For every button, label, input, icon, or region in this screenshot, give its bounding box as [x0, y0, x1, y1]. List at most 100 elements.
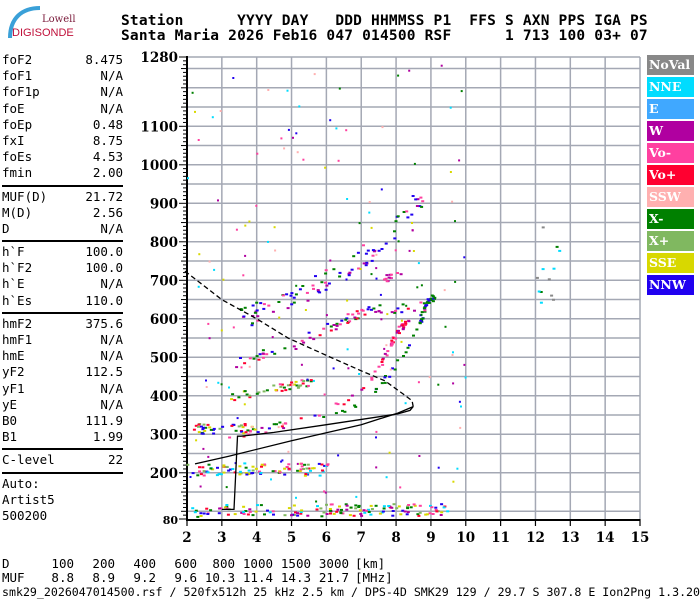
echo-point	[191, 507, 195, 510]
noise-point	[380, 188, 383, 191]
noise-point	[460, 90, 463, 93]
noise-point	[219, 110, 222, 112]
echo-point	[263, 513, 266, 516]
muf-row: MUF 8.8 8.9 9.2 9.6 10.3 11.4 14.3 21.7 [MHz]	[2, 570, 393, 585]
param-label: yF1	[2, 380, 25, 396]
echo-point	[335, 324, 339, 327]
noise-point	[208, 260, 211, 263]
echo-point	[370, 259, 374, 262]
echo-point	[197, 425, 200, 428]
echo-point	[352, 514, 356, 517]
echo-point	[298, 288, 302, 291]
echo-point	[285, 466, 289, 468]
echo-point	[318, 291, 322, 294]
echo-point	[429, 297, 433, 300]
echo-point	[385, 274, 389, 277]
noise-point	[411, 229, 414, 232]
echo-point	[419, 301, 423, 304]
echo-point	[290, 292, 294, 295]
echo-point	[198, 470, 202, 473]
echo-point	[329, 325, 333, 328]
echo-point	[193, 511, 197, 514]
separator	[2, 240, 123, 243]
echo-point	[349, 506, 353, 509]
param-value: N/A	[100, 68, 123, 84]
echo-point	[353, 404, 357, 407]
echo-point	[378, 304, 382, 307]
echo-point	[390, 506, 394, 509]
echo-point	[329, 329, 333, 332]
noise-point	[304, 309, 307, 311]
echo-point	[347, 274, 351, 277]
param-row: h`F2 100.0	[2, 260, 123, 276]
trace-e-echo	[191, 503, 450, 518]
echo-point	[264, 431, 268, 434]
echo-point	[248, 357, 252, 360]
param-row: M(D) 2.56	[2, 205, 123, 221]
echo-point	[552, 267, 556, 270]
echo-point	[309, 380, 313, 383]
echo-point	[241, 426, 245, 429]
echo-point	[259, 471, 263, 474]
echo-point	[435, 510, 439, 513]
echo-point	[233, 471, 237, 474]
echo-point	[418, 205, 422, 208]
param-label: h`E	[2, 276, 25, 292]
noise-point	[420, 313, 423, 316]
legend-item-sse: SSE	[647, 253, 694, 273]
param-value: 22	[107, 452, 123, 468]
echo-point	[306, 463, 310, 466]
echo-point	[413, 504, 417, 507]
trace-f2-x-trace	[251, 294, 437, 431]
noise-point	[195, 439, 198, 442]
echo-point	[380, 382, 384, 385]
noise-point	[291, 384, 294, 386]
echo-point	[240, 430, 244, 433]
trace-es-echo	[186, 462, 330, 477]
echo-point	[324, 288, 328, 291]
noise-point	[194, 110, 196, 113]
echo-point	[393, 368, 397, 371]
param-label: D	[2, 220, 10, 236]
legend-item-nne: NNE	[647, 77, 694, 97]
echo-point	[233, 399, 237, 402]
echo-point	[237, 396, 241, 399]
echo-point	[240, 511, 244, 514]
echo-point	[403, 510, 407, 513]
separator	[2, 471, 123, 474]
echo-point	[314, 275, 317, 278]
echo-point	[294, 511, 297, 514]
echo-point	[290, 303, 294, 306]
echo-point	[287, 463, 291, 466]
noise-point	[324, 491, 327, 494]
echo-point	[256, 319, 260, 322]
noise-point	[277, 426, 280, 429]
noise-point	[358, 373, 361, 375]
noise-point	[370, 273, 373, 276]
echo-point	[262, 390, 266, 393]
y-tick-label: 1100	[140, 119, 178, 135]
echo-point	[242, 432, 246, 435]
echo-point	[302, 468, 305, 470]
noise-point	[255, 204, 258, 207]
noise-point	[278, 316, 281, 319]
noise-point	[458, 159, 461, 162]
echo-point	[202, 426, 205, 429]
echo-point	[430, 506, 434, 509]
param-label: B1	[2, 429, 18, 445]
noise-point	[280, 460, 283, 463]
noise-point	[282, 423, 284, 426]
echo-point	[369, 513, 373, 516]
echo-point	[425, 513, 429, 516]
echo-point	[398, 332, 401, 335]
separator	[2, 448, 123, 451]
echo-traces	[186, 195, 562, 518]
echo-point	[357, 506, 361, 508]
noise-point	[449, 106, 452, 109]
echo-point	[260, 465, 263, 468]
echo-point	[245, 473, 249, 476]
noise-point	[428, 376, 431, 379]
echo-point	[363, 511, 367, 514]
echo-point	[339, 511, 343, 514]
echo-point	[416, 198, 420, 201]
